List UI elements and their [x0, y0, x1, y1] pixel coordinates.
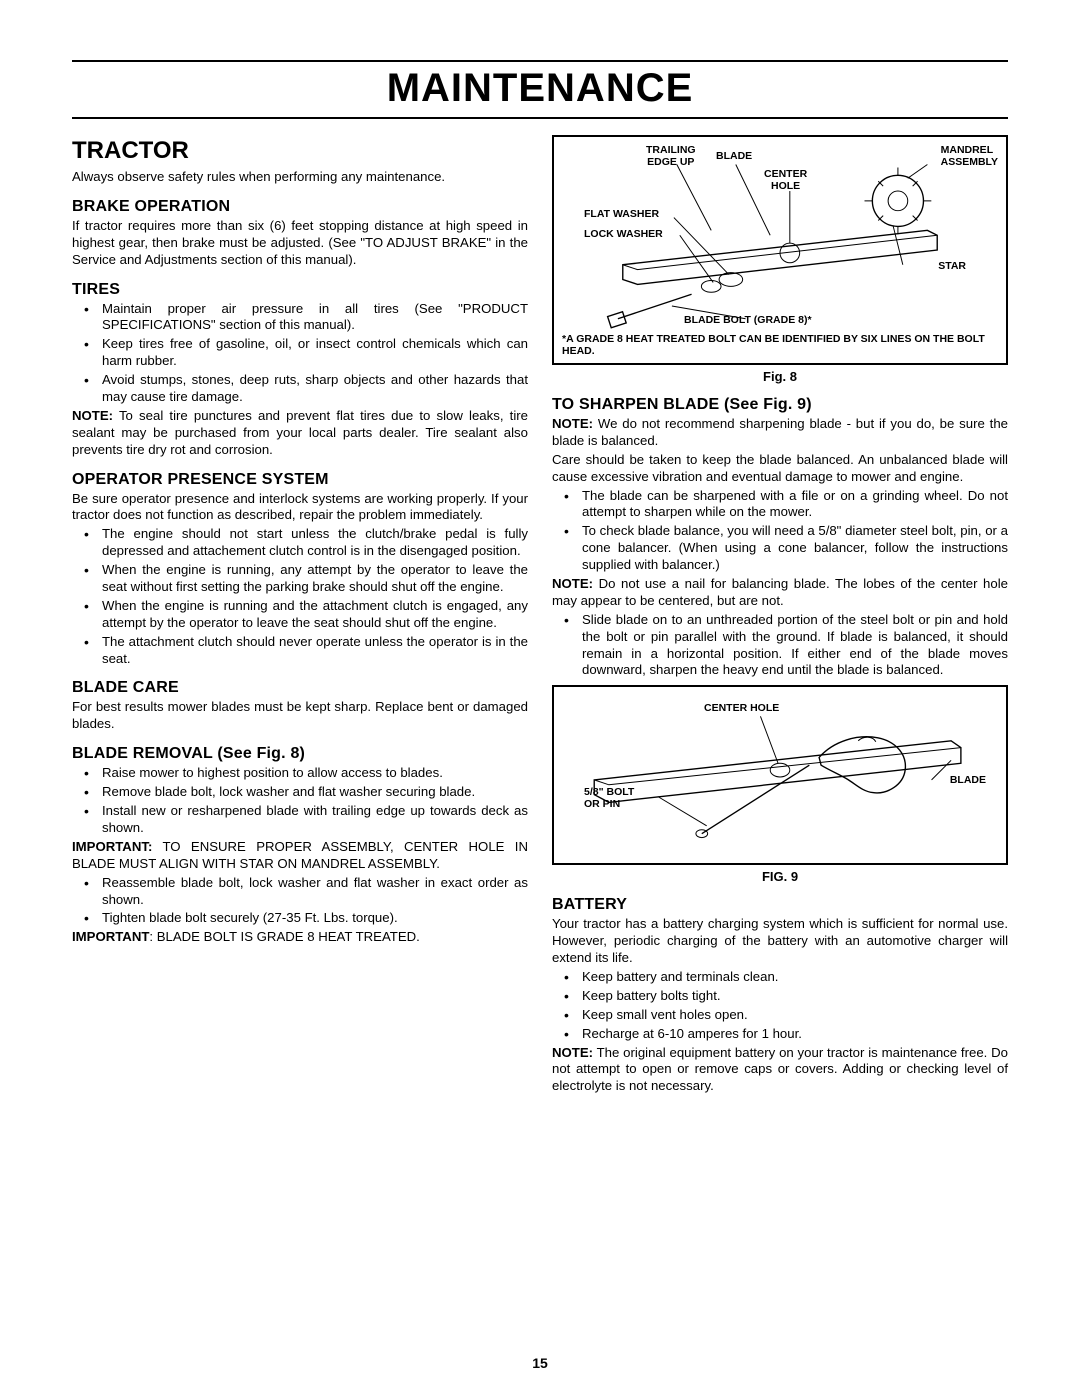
fig8-label-star: STAR — [938, 261, 966, 273]
blade-removal-list-b: Reassemble blade bolt, lock washer and f… — [72, 875, 528, 928]
note-body: We do not recommend sharpening blade - b… — [552, 416, 1008, 448]
list-item: Remove blade bolt, lock washer and flat … — [72, 784, 528, 801]
list-item: Keep small vent holes open. — [552, 1007, 1008, 1024]
fig8-label-lock-washer: LOCK WASHER — [584, 229, 663, 241]
list-item: Avoid stumps, stones, deep ruts, sharp o… — [72, 372, 528, 406]
tractor-intro: Always observe safety rules when perform… — [72, 169, 528, 186]
note-body: Do not use a nail for balancing blade. T… — [552, 576, 1008, 608]
list-item: Keep tires free of gasoline, oil, or ins… — [72, 336, 528, 370]
list-item: Install new or resharpened blade with tr… — [72, 803, 528, 837]
tractor-heading: TRACTOR — [72, 137, 528, 165]
note-body: The original equipment battery on your t… — [552, 1045, 1008, 1094]
fig9-caption: FIG. 9 — [552, 869, 1008, 884]
fig8-label-center-hole: CENTER HOLE — [764, 169, 807, 192]
fig8-label-blade: BLADE — [716, 151, 752, 163]
content-columns: TRACTOR Always observe safety rules when… — [72, 135, 1008, 1097]
sharpen-intro: Care should be taken to keep the blade b… — [552, 452, 1008, 486]
list-item: Maintain proper air pressure in all tire… — [72, 301, 528, 335]
note-body: To seal tire punctures and prevent flat … — [72, 408, 528, 457]
fig9-label-blade: BLADE — [950, 775, 986, 787]
fig8-caption: Fig. 8 — [552, 369, 1008, 384]
tires-note: NOTE: To seal tire punctures and prevent… — [72, 408, 528, 459]
important-1: IMPORTANT: TO ENSURE PROPER ASSEMBLY, CE… — [72, 839, 528, 873]
important-body: : BLADE BOLT IS GRADE 8 HEAT TREATED. — [149, 929, 419, 944]
left-column: TRACTOR Always observe safety rules when… — [72, 135, 528, 1097]
important-label: IMPORTANT: — [72, 839, 152, 854]
list-item: Reassemble blade bolt, lock washer and f… — [72, 875, 528, 909]
blade-care-heading: BLADE CARE — [72, 679, 528, 697]
tires-list: Maintain proper air pressure in all tire… — [72, 301, 528, 406]
blade-removal-heading: BLADE REMOVAL (See Fig. 8) — [72, 745, 528, 763]
brake-body: If tractor requires more than six (6) fe… — [72, 218, 528, 269]
fig8-label-trailing: TRAILING EDGE UP — [646, 145, 696, 168]
right-column: TRAILING EDGE UP BLADE CENTER HOLE MANDR… — [552, 135, 1008, 1097]
sharpen-note2: NOTE: Do not use a nail for balancing bl… — [552, 576, 1008, 610]
fig9-svg — [554, 687, 1006, 863]
list-item: Recharge at 6-10 amperes for 1 hour. — [552, 1026, 1008, 1043]
page-number: 15 — [0, 1355, 1080, 1371]
figure-8: TRAILING EDGE UP BLADE CENTER HOLE MANDR… — [552, 135, 1008, 365]
sharpen-list-a: The blade can be sharpened with a file o… — [552, 488, 1008, 574]
battery-intro: Your tractor has a battery charging syst… — [552, 916, 1008, 967]
fig9-label-center-hole: CENTER HOLE — [704, 703, 779, 715]
list-item: When the engine is running, any attempt … — [72, 562, 528, 596]
list-item: Keep battery and terminals clean. — [552, 969, 1008, 986]
list-item: When the engine is running and the attac… — [72, 598, 528, 632]
sharpen-heading: TO SHARPEN BLADE (See Fig. 9) — [552, 396, 1008, 414]
fig8-label-flat-washer: FLAT WASHER — [584, 209, 659, 221]
sharpen-note1: NOTE: We do not recommend sharpening bla… — [552, 416, 1008, 450]
list-item: Keep battery bolts tight. — [552, 988, 1008, 1005]
note-label: NOTE: — [552, 1045, 593, 1060]
ops-intro: Be sure operator presence and interlock … — [72, 491, 528, 525]
note-label: NOTE: — [72, 408, 113, 423]
list-item: Tighten blade bolt securely (27-35 Ft. L… — [72, 910, 528, 927]
fig8-footnote: *A GRADE 8 HEAT TREATED BOLT CAN BE IDEN… — [562, 333, 991, 357]
list-item: The attachment clutch should never opera… — [72, 634, 528, 668]
important-label: IMPORTANT — [72, 929, 149, 944]
battery-heading: BATTERY — [552, 896, 1008, 914]
note-label: NOTE: — [552, 416, 593, 431]
important-2: IMPORTANT: BLADE BOLT IS GRADE 8 HEAT TR… — [72, 929, 528, 946]
list-item: Raise mower to highest position to allow… — [72, 765, 528, 782]
blade-care-body: For best results mower blades must be ke… — [72, 699, 528, 733]
sharpen-list-b: Slide blade on to an unthreaded portion … — [552, 612, 1008, 680]
fig8-label-blade-bolt: BLADE BOLT (GRADE 8)* — [684, 315, 812, 327]
brake-heading: BRAKE OPERATION — [72, 198, 528, 216]
figure-9: CENTER HOLE 5/8" BOLT OR PIN BLADE — [552, 685, 1008, 865]
list-item: Slide blade on to an unthreaded portion … — [552, 612, 1008, 680]
note-label: NOTE: — [552, 576, 593, 591]
list-item: To check blade balance, you will need a … — [552, 523, 1008, 574]
ops-heading: OPERATOR PRESENCE SYSTEM — [72, 471, 528, 489]
blade-removal-list-a: Raise mower to highest position to allow… — [72, 765, 528, 837]
battery-list: Keep battery and terminals clean. Keep b… — [552, 969, 1008, 1043]
ops-list: The engine should not start unless the c… — [72, 526, 528, 667]
battery-note: NOTE: The original equipment battery on … — [552, 1045, 1008, 1096]
fig8-label-mandrel: MANDREL ASSEMBLY — [941, 145, 998, 168]
page-title: MAINTENANCE — [72, 60, 1008, 119]
tires-heading: TIRES — [72, 281, 528, 299]
list-item: The blade can be sharpened with a file o… — [552, 488, 1008, 522]
fig9-label-bolt: 5/8" BOLT OR PIN — [584, 787, 634, 810]
list-item: The engine should not start unless the c… — [72, 526, 528, 560]
